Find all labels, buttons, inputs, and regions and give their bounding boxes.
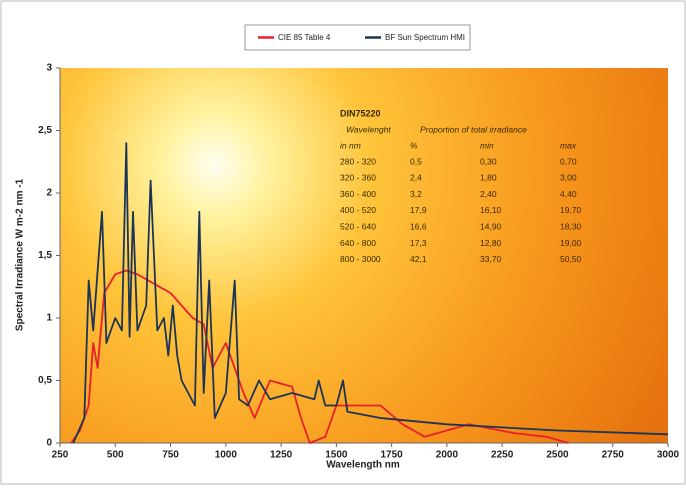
y-tick-label: 1,5: [38, 250, 52, 261]
table-cell: 360 - 400: [340, 189, 376, 199]
legend-label: CIE 85 Table 4: [278, 33, 331, 42]
x-tick-label: 1250: [270, 450, 293, 461]
series-line: [70, 269, 569, 444]
plot-area: [60, 68, 668, 443]
x-tick-label: 2000: [436, 450, 459, 461]
table-cell: 16,6: [410, 221, 427, 231]
table-header: Proportion of total irradiance: [420, 124, 527, 134]
table-cell: 320 - 360: [340, 173, 376, 183]
table-cell: 2,4: [410, 173, 422, 183]
table-title: DIN75220: [340, 108, 381, 118]
table-cell: 50,50: [560, 254, 582, 264]
table-cell: 280 - 320: [340, 156, 376, 166]
y-tick-label: 2: [46, 188, 52, 199]
x-axis-label: Wavelength nm: [326, 460, 400, 471]
table-cell: 3,2: [410, 189, 422, 199]
x-tick-label: 250: [52, 450, 69, 461]
table-cell: 33,70: [480, 254, 502, 264]
table-cell: 1,80: [480, 173, 497, 183]
table-cell: 640 - 800: [340, 238, 376, 248]
y-tick-label: 0,5: [38, 375, 52, 386]
table-cell: 400 - 520: [340, 205, 376, 215]
y-tick-label: 3: [46, 63, 52, 74]
table-column: in nm: [340, 140, 361, 150]
x-tick-label: 2500: [546, 450, 569, 461]
table-cell: 14,90: [480, 221, 502, 231]
legend: [244, 24, 471, 51]
y-tick-label: 2,5: [38, 125, 52, 136]
table-cell: 520 - 640: [340, 221, 376, 231]
table-cell: 0,70: [560, 156, 577, 166]
y-tick-label: 0: [46, 438, 52, 449]
table-header: Wavelenght: [346, 124, 391, 134]
x-tick-label: 2750: [602, 450, 625, 461]
x-tick-label: 750: [162, 450, 179, 461]
x-tick-label: 1750: [381, 450, 404, 461]
x-tick-label: 500: [107, 450, 124, 461]
table-cell: 0,30: [480, 156, 497, 166]
series-line: [72, 142, 669, 444]
table-cell: 800 - 3000: [340, 254, 381, 264]
x-tick-label: 3000: [657, 450, 680, 461]
table-cell: 17,9: [410, 205, 427, 215]
table-column: %: [410, 140, 418, 150]
x-tick-label: 1500: [325, 450, 348, 461]
table-cell: 19,00: [560, 238, 582, 248]
table-cell: 17,3: [410, 238, 427, 248]
table-cell: 19,70: [560, 205, 582, 215]
table-cell: 0,5: [410, 156, 422, 166]
table-column: min: [480, 140, 494, 150]
table-column: max: [560, 140, 577, 150]
table-cell: 12,80: [480, 238, 502, 248]
table-cell: 4,40: [560, 189, 577, 199]
legend-label: BF Sun Spectrum HMI: [385, 33, 465, 42]
table-cell: 42,1: [410, 254, 427, 264]
table-cell: 2,40: [480, 189, 497, 199]
table-cell: 3,00: [560, 173, 577, 183]
y-axis-label: Spectral Irradiance W m-2 nm -1: [15, 178, 26, 331]
table-cell: 18,30: [560, 221, 582, 231]
y-tick-label: 1: [46, 313, 52, 324]
x-tick-label: 1000: [215, 450, 238, 461]
x-tick-label: 2250: [491, 450, 514, 461]
table-cell: 16,10: [480, 205, 502, 215]
